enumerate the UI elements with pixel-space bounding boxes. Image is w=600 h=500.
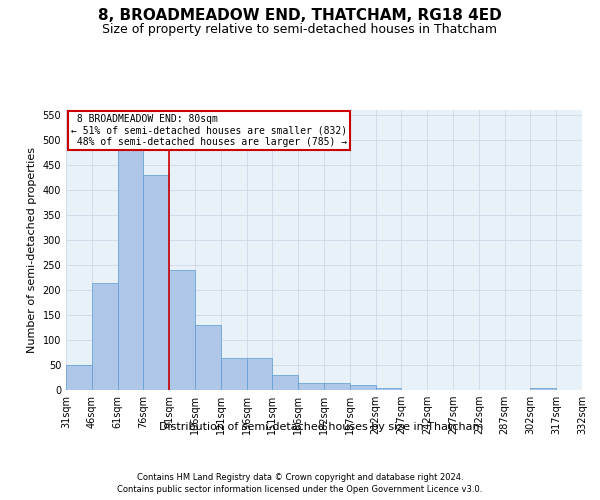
Y-axis label: Number of semi-detached properties: Number of semi-detached properties [27,147,37,353]
Text: 8 BROADMEADOW END: 80sqm
← 51% of semi-detached houses are smaller (832)
 48% of: 8 BROADMEADOW END: 80sqm ← 51% of semi-d… [71,114,347,148]
Bar [350,385,376,390]
Bar [143,175,169,390]
Text: Size of property relative to semi-detached houses in Thatcham: Size of property relative to semi-detach… [103,22,497,36]
Bar [376,388,401,390]
Bar [92,282,118,390]
Text: Contains public sector information licensed under the Open Government Licence v3: Contains public sector information licen… [118,485,482,494]
Text: Contains HM Land Registry data © Crown copyright and database right 2024.: Contains HM Land Registry data © Crown c… [137,472,463,482]
Bar [195,325,221,390]
Bar [169,270,195,390]
Bar [324,382,350,390]
Bar [247,358,272,390]
Text: Distribution of semi-detached houses by size in Thatcham: Distribution of semi-detached houses by … [159,422,483,432]
Bar [118,135,143,390]
Bar [298,382,324,390]
Bar [221,358,247,390]
Bar [272,375,298,390]
Bar [530,388,556,390]
Bar [66,365,92,390]
Text: 8, BROADMEADOW END, THATCHAM, RG18 4ED: 8, BROADMEADOW END, THATCHAM, RG18 4ED [98,8,502,22]
